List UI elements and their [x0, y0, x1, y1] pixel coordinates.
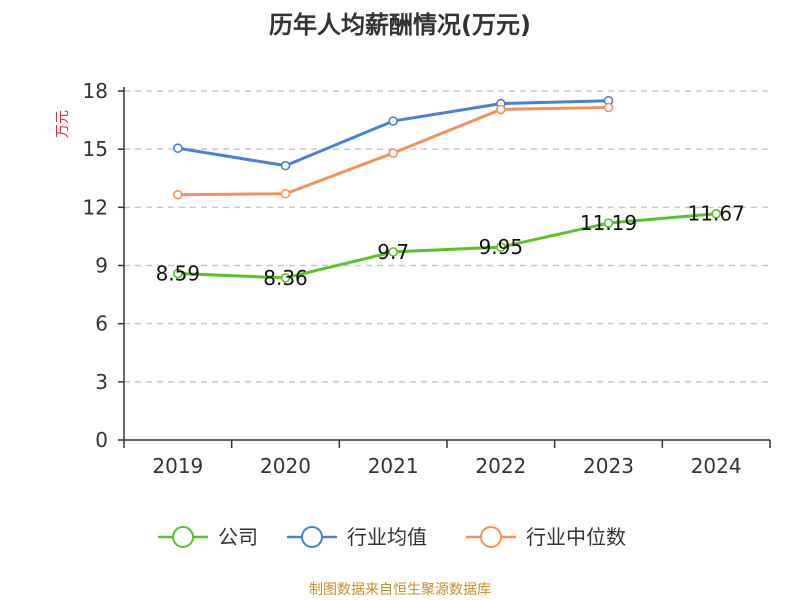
data-label: 11.19 [580, 211, 637, 235]
legend-label-1: 行业均值 [347, 525, 427, 549]
legend-marker-2 [480, 526, 502, 548]
data-point-1 [388, 116, 398, 126]
axes: 0 3 6 9 12 15 18 2019 2020 2021 2022 2023 2024 [83, 79, 771, 478]
data-point-0 [388, 247, 398, 257]
y-axis-unit-label: 万元 [55, 110, 71, 138]
chart-title: 历年人均薪酬情况(万元) [269, 11, 531, 39]
legend-label-2: 行业中位数 [526, 525, 626, 549]
y-tick-label: 15 [83, 137, 108, 161]
data-point-2 [496, 104, 506, 115]
source-note: 制图数据来自恒生聚源数据库 [309, 582, 491, 598]
x-tick-label: 2019 [152, 454, 203, 478]
data-point-0 [280, 273, 291, 283]
series-lines [173, 95, 721, 283]
x-tick-label: 2022 [475, 454, 526, 478]
x-tick-label: 2020 [260, 454, 311, 478]
y-tick-label: 12 [83, 195, 108, 219]
data-point-1 [280, 160, 291, 171]
y-tick-label: 9 [95, 254, 108, 278]
data-label: 8.59 [156, 261, 201, 285]
x-tick-label: 2021 [368, 454, 419, 478]
data-label: 8.36 [263, 266, 308, 290]
legend-label-0: 公司 [218, 525, 258, 549]
data-labels: 8.59 8.36 9.7 9.95 11.19 11.67 [156, 202, 745, 290]
data-point-2 [280, 188, 291, 199]
x-tick-label: 2023 [583, 454, 634, 478]
data-point-2 [388, 148, 398, 158]
y-tick-label: 6 [95, 312, 108, 336]
data-point-0 [173, 268, 183, 279]
data-point-0 [496, 242, 506, 252]
data-label: 9.7 [377, 240, 409, 264]
legend-marker-0 [172, 526, 194, 548]
data-point-0 [603, 218, 614, 228]
y-tick-label: 0 [95, 428, 108, 452]
series-line-0 [177, 212, 717, 280]
grid-lines [124, 90, 770, 383]
legend: 公司 行业均值 行业中位数 [158, 525, 626, 549]
data-point-2 [603, 102, 614, 113]
data-label: 11.67 [688, 202, 745, 226]
y-tick-label: 3 [95, 370, 108, 394]
data-point-0 [711, 208, 721, 219]
x-tick-label: 2024 [691, 454, 742, 478]
legend-marker-1 [301, 526, 323, 548]
data-point-1 [173, 143, 183, 153]
data-point-2 [173, 189, 183, 200]
y-tick-label: 18 [83, 79, 108, 103]
data-label: 9.95 [479, 235, 524, 259]
